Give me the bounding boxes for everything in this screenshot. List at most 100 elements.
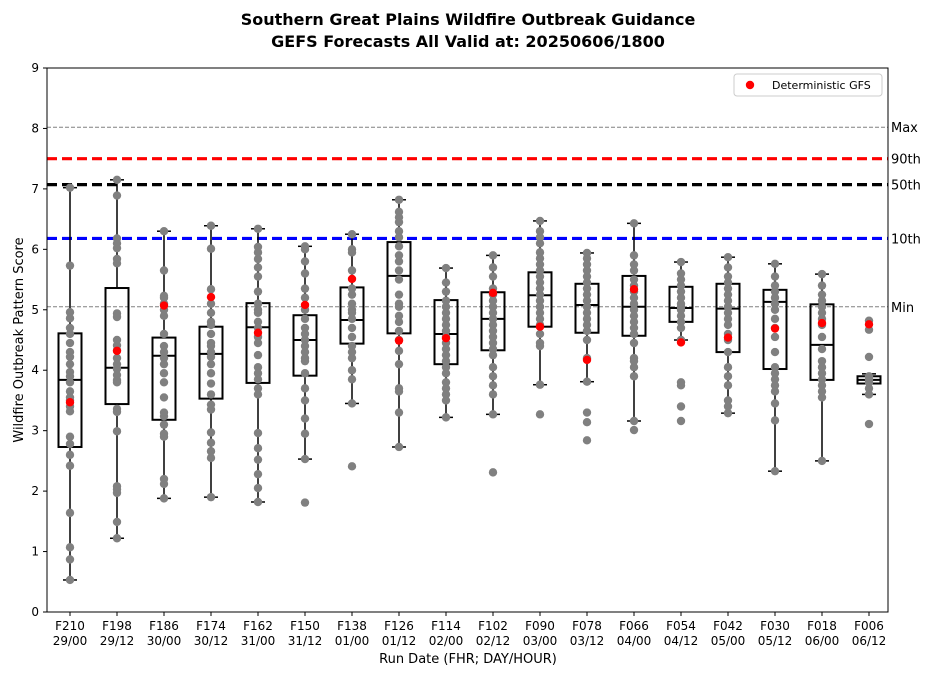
ensemble-member-point	[253, 305, 263, 314]
ensemble-member-point	[488, 320, 498, 330]
ensemble-member-point	[488, 296, 498, 305]
ensemble-member-point	[723, 402, 733, 411]
y-axis-label: Wildfire Outbreak Pattern Score	[12, 237, 27, 442]
x-tick-label-date: 05/12	[758, 634, 793, 648]
ensemble-member-point	[394, 311, 404, 321]
x-tick-label-fhr: F090	[525, 619, 555, 633]
ensemble-member-point	[65, 387, 75, 396]
ensemble-member-point	[817, 387, 827, 396]
y-tick-label: 5	[31, 303, 39, 317]
ensemble-member-point	[253, 428, 263, 438]
ensemble-member-point	[629, 363, 639, 372]
ensemble-member-point	[394, 346, 404, 356]
ensemble-member-point	[723, 347, 733, 357]
ensemble-member-point	[112, 234, 122, 243]
ensemble-member-point	[629, 353, 639, 363]
ensemble-member-point	[159, 227, 169, 236]
ensemble-member-point	[253, 363, 263, 372]
deterministic-gfs-point	[300, 300, 310, 310]
ensemble-member-point	[629, 251, 639, 260]
ensemble-member-point	[394, 275, 404, 284]
ensemble-member-point	[676, 311, 686, 321]
box-group-f174	[198, 221, 224, 502]
ensemble-member-point	[253, 242, 263, 252]
ensemble-member-point	[582, 408, 592, 417]
ensemble-member-point	[300, 269, 310, 278]
ensemble-member-point	[159, 393, 169, 402]
ensemble-member-point	[394, 266, 404, 275]
ensemble-member-point	[112, 254, 122, 264]
box-group-f030	[762, 259, 788, 476]
ensemble-member-point	[441, 302, 451, 311]
x-tick-label-date: 02/00	[429, 634, 464, 648]
x-tick-label-fhr: F114	[431, 619, 461, 633]
ensemble-member-point	[488, 410, 498, 419]
ensemble-member-point	[159, 347, 169, 357]
ensemble-member-point	[441, 413, 451, 422]
ensemble-member-point	[441, 278, 451, 287]
box-group-f006	[856, 316, 882, 429]
ensemble-member-point	[441, 356, 451, 366]
ensemble-member-point	[629, 338, 639, 348]
ensemble-member-point	[253, 375, 263, 384]
legend-label-deterministic: Deterministic GFS	[772, 79, 871, 92]
ensemble-member-point	[817, 302, 827, 311]
ensemble-member-point	[347, 323, 357, 333]
ensemble-member-point	[582, 290, 592, 299]
x-tick-label-fhr: F210	[55, 619, 85, 633]
ensemble-member-point	[488, 381, 498, 390]
ensemble-member-point	[817, 296, 827, 305]
ensemble-member-point	[65, 555, 75, 564]
ensemble-member-point	[488, 326, 498, 336]
ensemble-member-point	[770, 293, 780, 302]
ensemble-member-point	[347, 399, 357, 408]
deterministic-gfs-point	[723, 333, 733, 342]
ensemble-member-point	[65, 508, 75, 518]
legend: Deterministic GFS	[733, 73, 883, 97]
ensemble-member-point	[535, 227, 545, 236]
ensemble-member-point	[159, 429, 169, 438]
ensemble-member-point	[817, 356, 827, 366]
box-group-f162	[245, 224, 271, 507]
ensemble-member-point	[206, 221, 216, 230]
x-tick-label-fhr: F030	[760, 619, 790, 633]
ensemble-member-point	[629, 305, 639, 314]
ensemble-member-point	[394, 408, 404, 417]
ensemble-member-point	[629, 329, 639, 339]
ensemble-member-point	[582, 335, 592, 345]
ensemble-member-point	[723, 396, 733, 405]
ensemble-member-point	[394, 326, 404, 336]
ensemble-member-point	[65, 450, 75, 460]
ensemble-member-point	[817, 363, 827, 372]
ensemble-member-point	[206, 379, 216, 388]
x-tick-label-date: 30/12	[194, 634, 229, 648]
ensemble-member-point	[582, 272, 592, 281]
ensemble-member-point	[394, 359, 404, 369]
ensemble-member-point	[770, 381, 780, 390]
ensemble-member-point	[347, 347, 357, 357]
ensemble-member-point	[676, 299, 686, 308]
ensemble-member-point	[206, 453, 216, 463]
box-group-f018	[809, 269, 835, 466]
ensemble-member-point	[582, 248, 592, 258]
ensemble-member-point	[159, 291, 169, 301]
ensemble-member-point	[206, 369, 216, 378]
ensemble-member-point	[535, 329, 545, 339]
ensemble-member-point	[582, 296, 592, 305]
ensemble-member-point	[65, 378, 75, 387]
ensemble-member-point	[770, 259, 780, 269]
ensemble-member-point	[347, 332, 357, 342]
x-tick-label-fhr: F078	[572, 619, 602, 633]
ensemble-member-point	[629, 293, 639, 302]
ensemble-member-point	[535, 410, 545, 419]
ensemble-member-point	[300, 257, 310, 266]
ensemble-member-point	[300, 335, 310, 345]
ensemble-member-point	[817, 332, 827, 342]
box-iqr	[104, 287, 130, 406]
ensemble-member-point	[535, 308, 545, 317]
ensemble-member-point	[535, 248, 545, 257]
ensemble-member-point	[65, 543, 75, 552]
ensemble-member-point	[300, 329, 310, 339]
ensemble-member-point	[488, 314, 498, 324]
